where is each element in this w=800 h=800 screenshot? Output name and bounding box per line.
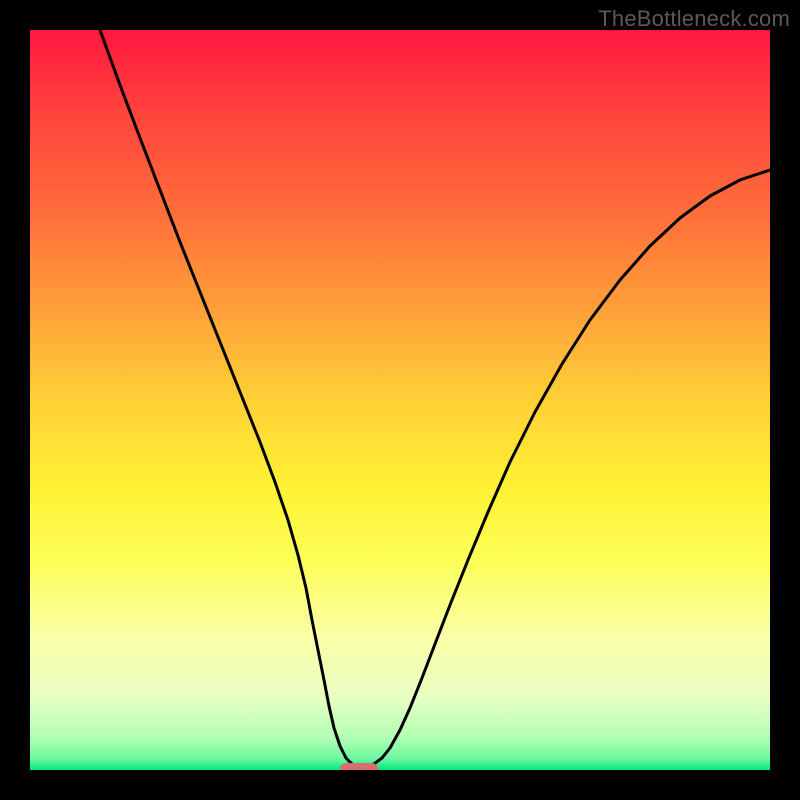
minimum-marker [340,763,378,770]
watermark-text: TheBottleneck.com [598,6,790,32]
plot-area [30,30,770,770]
chart-frame: TheBottleneck.com [0,0,800,800]
plot-svg [30,30,770,770]
